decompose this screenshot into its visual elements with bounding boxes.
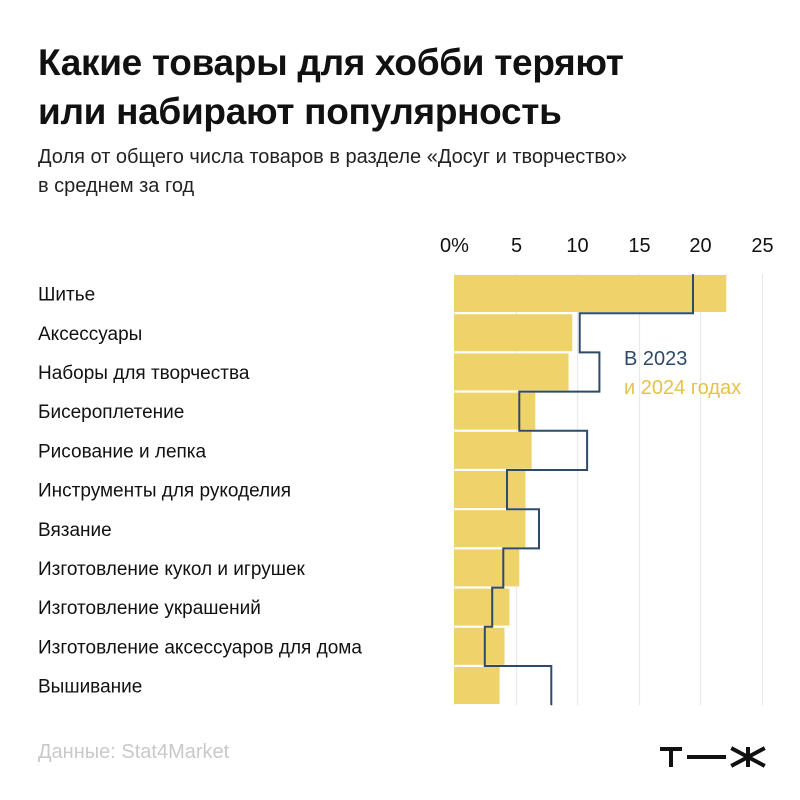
x-tick-label: 0% xyxy=(440,235,469,257)
data-source-label: Данные: Stat4Market xyxy=(38,741,230,763)
brand-logo xyxy=(660,744,766,768)
category-label: Аксессуары xyxy=(38,324,142,345)
subtitle-line-2: в среднем за год xyxy=(38,175,195,197)
bar-2024 xyxy=(454,627,505,665)
subtitle-line-1: Доля от общего числа товаров в разделе «… xyxy=(38,146,628,168)
bar-2024 xyxy=(454,667,500,704)
bars-2024 xyxy=(454,275,727,704)
annotation-2023: В 2023 xyxy=(624,348,687,370)
bar-2024 xyxy=(454,471,526,508)
bar-2024 xyxy=(454,549,520,587)
bar-2024 xyxy=(454,510,526,548)
brand-logo-mark xyxy=(660,746,766,768)
line-2023 xyxy=(483,274,694,706)
category-label: Вязание xyxy=(38,520,112,541)
bar-2024 xyxy=(454,392,536,430)
bar-2024 xyxy=(454,275,727,312)
x-tick-label: 10 xyxy=(566,235,588,257)
category-label: Изготовление аксессуаров для дома xyxy=(38,637,362,658)
bar-2024 xyxy=(454,314,573,352)
category-label: Бисероплетение xyxy=(38,402,184,423)
page-title: Какие товары для хобби теряют или набира… xyxy=(38,38,758,136)
title-line-1: Какие товары для хобби теряют xyxy=(38,42,624,83)
bar-2024 xyxy=(454,353,569,391)
category-label: Изготовление украшений xyxy=(38,598,261,619)
bar-2024 xyxy=(454,588,510,626)
category-label: Вышивание xyxy=(38,677,142,698)
annotation-2024: и 2024 годах xyxy=(624,377,741,399)
category-label: Изготовление кукол и игрушек xyxy=(38,559,306,580)
chart-subtitle: Доля от общего числа товаров в разделе «… xyxy=(38,143,758,201)
x-tick-label: 15 xyxy=(628,235,650,257)
category-label: Наборы для творчества xyxy=(38,363,250,384)
x-tick-label: 25 xyxy=(751,235,773,257)
category-labels: Шитье Аксессуары Наборы для творчества Бисе… xyxy=(38,285,362,698)
x-tick-label: 5 xyxy=(511,235,522,257)
x-tick-label: 20 xyxy=(689,235,711,257)
category-label: Рисование и лепка xyxy=(38,441,207,462)
category-label: Шитье xyxy=(38,285,95,306)
title-line-2: или набирают популярность xyxy=(38,91,562,132)
bar-2024 xyxy=(454,431,532,469)
category-label: Инструменты для рукоделия xyxy=(38,481,291,502)
